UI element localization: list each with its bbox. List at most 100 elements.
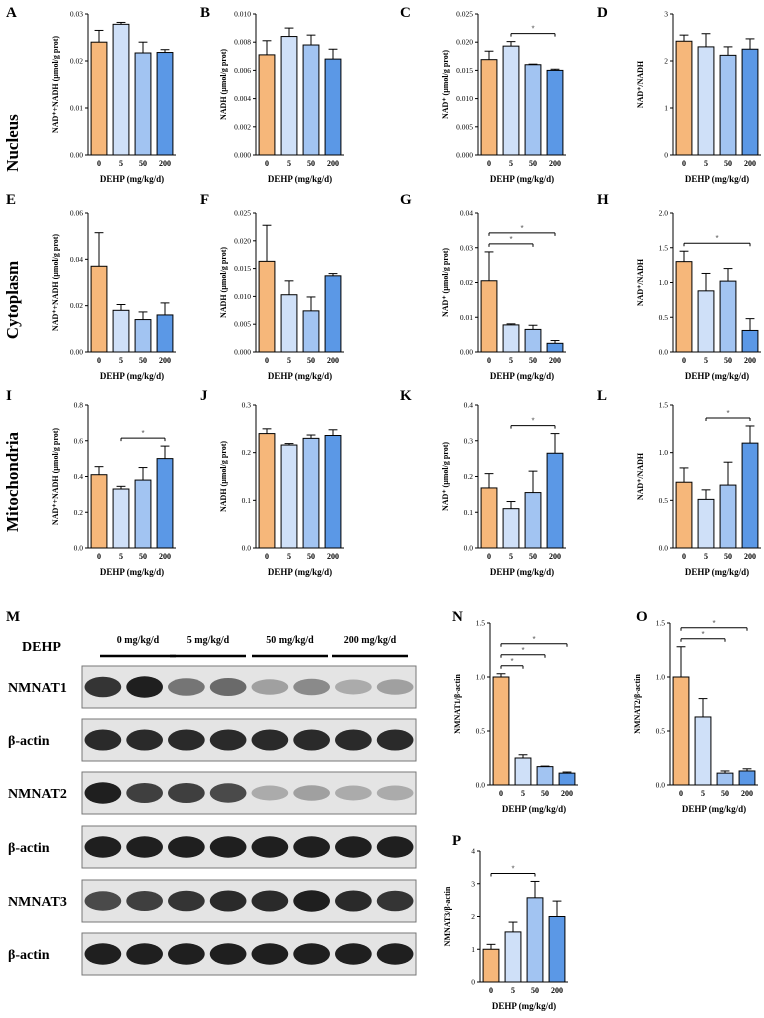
x-tick-label: 0 xyxy=(487,552,491,561)
y-axis-label: NAD⁺/NADH xyxy=(636,452,645,500)
bar-200 xyxy=(741,48,759,156)
blot-band xyxy=(84,943,122,965)
bar-0 xyxy=(480,280,498,353)
y-tick-label: 1.0 xyxy=(476,673,486,682)
bar-50 xyxy=(524,328,542,353)
panel-letter-P: P xyxy=(452,833,461,849)
bar-50 xyxy=(134,479,152,549)
panel-letter-A: A xyxy=(6,5,17,21)
x-axis-label: DEHP (mg/kg/d) xyxy=(492,1001,556,1011)
y-tick-label: 0.010 xyxy=(456,94,473,103)
bar-50 xyxy=(536,766,554,786)
bar-5 xyxy=(502,45,520,156)
panel-I: I 0.0 0.2 0.4 0.6 0.8 0 5 50 200 * NAD⁺+NADH (μmol/… xyxy=(6,388,176,577)
bar-0 xyxy=(480,59,498,156)
y-tick-label: 0.010 xyxy=(234,10,251,19)
x-tick-label: 200 xyxy=(744,356,756,365)
panel-G: G 0.00 0.01 0.02 0.03 0.04 0 5 50 200 * * NAD⁺ (μmol… xyxy=(400,192,566,381)
y-tick-label: 0.0 xyxy=(476,781,486,790)
bar-200 xyxy=(741,329,759,353)
y-tick-label: 0.04 xyxy=(70,255,83,264)
blot-band xyxy=(209,678,247,696)
y-axis-label: NAD⁺ (μmol/g prot) xyxy=(441,442,450,511)
bar-5 xyxy=(280,444,298,549)
blot-band xyxy=(209,943,247,965)
panel-letter-H: H xyxy=(597,192,609,208)
bar-5 xyxy=(502,508,520,549)
significance-star: * xyxy=(726,409,729,418)
y-tick-label: 0.06 xyxy=(70,209,83,218)
bar-50 xyxy=(719,484,737,549)
y-tick-label: 4 xyxy=(471,847,475,856)
blot-band xyxy=(126,943,163,965)
panel-B: B 0.000 0.002 0.004 0.006 0.008 0.010 0 5 50 200 NA… xyxy=(200,5,344,184)
y-tick-label: 0.5 xyxy=(659,496,669,505)
bar-5 xyxy=(504,931,522,983)
blot-band xyxy=(251,785,289,801)
x-axis-label: DEHP (mg/kg/d) xyxy=(685,371,749,381)
x-axis-label: DEHP (mg/kg/d) xyxy=(268,174,332,184)
blot-band xyxy=(126,729,163,751)
blot-band xyxy=(168,783,205,803)
bar-0 xyxy=(480,487,498,549)
blot-row-label: NMNAT1 xyxy=(8,681,67,696)
x-tick-label: 0 xyxy=(97,552,101,561)
bar-0 xyxy=(258,54,276,156)
y-tick-label: 0.025 xyxy=(456,10,473,19)
x-tick-label: 0 xyxy=(499,789,503,798)
x-axis-label: DEHP (mg/kg/d) xyxy=(490,174,554,184)
blot-band xyxy=(168,836,205,858)
x-tick-label: 50 xyxy=(541,789,549,798)
y-tick-label: 0 xyxy=(471,978,475,987)
x-tick-label: 200 xyxy=(327,159,339,168)
y-tick-label: 0.00 xyxy=(70,348,83,357)
y-tick-label: 0 xyxy=(664,151,668,160)
x-tick-label: 5 xyxy=(704,159,708,168)
panel-letter-I: I xyxy=(6,388,12,404)
y-tick-label: 1 xyxy=(471,945,475,954)
y-axis-label: NMNAT3/β-actin xyxy=(443,886,452,946)
y-tick-label: 0.000 xyxy=(234,348,251,357)
row-label-mitochondria: Mitochondria xyxy=(3,431,22,532)
blot-band xyxy=(168,678,205,696)
panel-letter-G: G xyxy=(400,192,412,208)
y-axis-label: NAD⁺+NADH (μmol/g prot) xyxy=(51,428,60,525)
blot-band xyxy=(168,890,205,912)
y-tick-label: 0.025 xyxy=(234,209,251,218)
panel-L: L 0.0 0.5 1.0 1.5 0 5 50 200 * NAD⁺/NADH DEHP (mg/k… xyxy=(597,388,761,577)
significance-star: * xyxy=(531,417,534,426)
panel-letter-C: C xyxy=(400,5,411,21)
panel-letter-N: N xyxy=(452,609,463,625)
y-tick-label: 3 xyxy=(664,10,668,19)
y-tick-label: 0.01 xyxy=(460,313,473,322)
y-tick-label: 0.02 xyxy=(70,57,83,66)
blot-row-label: NMNAT2 xyxy=(8,787,67,802)
panel-letter-M: M xyxy=(6,609,20,625)
x-tick-label: 50 xyxy=(724,356,732,365)
blot-row-label: β-actin xyxy=(8,841,50,856)
x-tick-label: 0 xyxy=(489,986,493,995)
x-tick-label: 0 xyxy=(682,159,686,168)
blot-band xyxy=(335,785,372,801)
x-tick-label: 5 xyxy=(509,356,513,365)
y-tick-label: 0.5 xyxy=(659,313,669,322)
bar-50 xyxy=(134,319,152,353)
blot-band xyxy=(168,943,205,965)
x-tick-label: 5 xyxy=(119,552,123,561)
bar-50 xyxy=(524,64,542,156)
panel-H: H 0.0 0.5 1.0 1.5 2.0 0 5 50 200 * NAD⁺/NADH DEHP (m… xyxy=(597,192,761,381)
blot-band xyxy=(126,676,163,698)
bar-0 xyxy=(675,261,693,353)
x-tick-label: 50 xyxy=(724,159,732,168)
x-tick-label: 50 xyxy=(307,159,315,168)
blot-band xyxy=(293,729,330,751)
y-tick-label: 0.004 xyxy=(234,94,251,103)
blot-band xyxy=(209,836,247,858)
y-tick-label: 1.5 xyxy=(476,619,486,628)
y-axis-label: NAD⁺/NADH xyxy=(636,60,645,108)
x-tick-label: 0 xyxy=(682,356,686,365)
blot-dose-label: 50 mg/kg/d xyxy=(266,635,314,646)
y-tick-label: 0.015 xyxy=(456,66,473,75)
y-tick-label: 1.5 xyxy=(659,401,669,410)
bar-200 xyxy=(156,52,174,156)
